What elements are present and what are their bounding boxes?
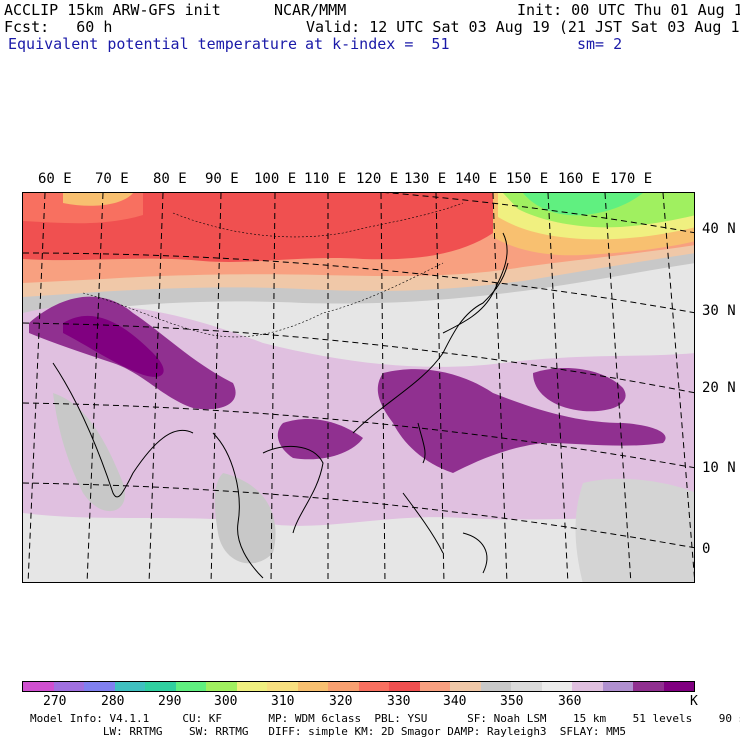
colorbar-swatch <box>480 682 511 691</box>
colorbar-swatch <box>297 682 328 691</box>
level-index: at k-index = 51 <box>305 35 450 53</box>
longitude-label: 110 E <box>304 171 347 187</box>
colorbar-swatch <box>175 682 206 691</box>
field-darkpurple-india <box>63 315 164 377</box>
longitude-label: 80 E <box>153 171 187 187</box>
field-purple-indochina <box>277 418 363 460</box>
colorbar-swatch <box>206 682 237 691</box>
field-name: Equivalent potential temperature <box>8 35 297 53</box>
map-panel <box>22 192 695 583</box>
longitude-label: 170 E <box>610 171 653 187</box>
longitude-label: 90 E <box>205 171 239 187</box>
colorbar-tick-label: 290 <box>158 694 182 709</box>
colorbar-swatch <box>84 682 115 691</box>
colorbar-tick-label: 320 <box>329 694 353 709</box>
longitude-label: 160 E <box>558 171 601 187</box>
model-info-line2: LW: RRTMG SW: RRTMG DIFF: simple KM: 2D … <box>30 725 627 738</box>
longitude-label: 70 E <box>95 171 129 187</box>
longitude-label: 140 E <box>455 171 498 187</box>
colorbar-swatch <box>572 682 603 691</box>
colorbar-tick-label: 270 <box>43 694 67 709</box>
colorbar-swatch <box>419 682 450 691</box>
colorbar-tick-label: 340 <box>443 694 467 709</box>
valid-time: Valid: 12 UTC Sat 03 Aug 19 (21 JST Sat … <box>306 18 740 36</box>
smoothing-value: sm= 2 <box>577 35 623 53</box>
latitude-label: 20 N <box>702 380 736 396</box>
colorbar-tick-label: 300 <box>214 694 238 709</box>
colorbar-swatch <box>450 682 481 691</box>
field-orange-patch <box>63 193 133 206</box>
longitude-label: 130 E <box>404 171 447 187</box>
colorbar-tick-label: 310 <box>271 694 295 709</box>
colorbar-swatch <box>663 682 694 691</box>
colorbar <box>22 681 695 692</box>
field-gray-sea <box>214 473 276 564</box>
graticule-lines <box>23 193 694 582</box>
longitude-label: 100 E <box>254 171 297 187</box>
colorbar-tick-label: 350 <box>500 694 524 709</box>
colorbar-swatch <box>145 682 176 691</box>
init-time: Init: 00 UTC Thu 01 Aug 19 <box>517 1 740 19</box>
latitude-label: 40 N <box>702 221 736 237</box>
colorbar-unit: K <box>690 694 698 709</box>
colorbar-tick-label: 330 <box>387 694 411 709</box>
field-gray-india <box>53 393 125 512</box>
colorbar-swatch <box>328 682 359 691</box>
colorbar-swatch <box>541 682 572 691</box>
latitude-label: 30 N <box>702 303 736 319</box>
colorbar-swatch <box>23 682 54 691</box>
colorbar-swatch <box>53 682 84 691</box>
forecast-hour: Fcst: 60 h <box>4 18 113 36</box>
colorbar-swatch <box>267 682 298 691</box>
colorbar-swatch <box>114 682 145 691</box>
model-info-line1: Model Info: V4.1.1 CU: KF MP: WDM 6class… <box>30 712 740 725</box>
coastlines <box>52 232 509 579</box>
field-pacific-green <box>523 193 643 216</box>
colorbar-swatch <box>236 682 267 691</box>
field-purple-pacific-east <box>533 368 626 412</box>
longitude-label: 150 E <box>506 171 549 187</box>
colorbar-tick-label: 280 <box>101 694 125 709</box>
colorbar-tick-label: 360 <box>558 694 582 709</box>
latitude-label: 0 <box>702 541 711 557</box>
colorbar-swatch <box>389 682 420 691</box>
longitude-label: 120 E <box>356 171 399 187</box>
colorbar-swatch <box>511 682 542 691</box>
latitude-label: 10 N <box>702 460 736 476</box>
field-gray-pacific-south <box>575 478 694 582</box>
field-purple-pacific <box>377 369 666 473</box>
colorbar-swatch <box>633 682 664 691</box>
borders <box>82 202 464 338</box>
colorbar-swatch <box>602 682 633 691</box>
model-title: ACCLIP 15km ARW-GFS init <box>4 1 221 19</box>
colorbar-swatch <box>358 682 389 691</box>
center-name: NCAR/MMM <box>274 1 347 19</box>
map-field <box>23 193 694 582</box>
longitude-label: 60 E <box>38 171 72 187</box>
